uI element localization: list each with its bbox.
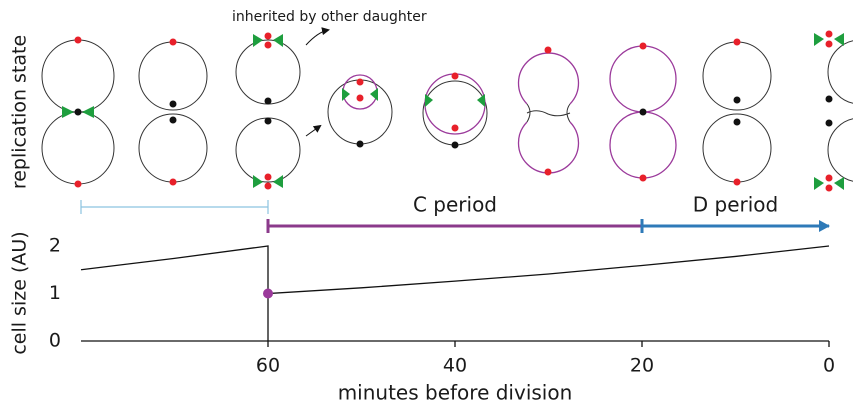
y-axis-label: cell size (AU) <box>9 231 31 354</box>
replication-diagrams <box>41 27 853 192</box>
annotation: inherited by other daughter <box>232 9 427 25</box>
y-tick-label: 1 <box>49 282 61 304</box>
division-point <box>263 288 273 299</box>
period-label: D period <box>693 193 778 217</box>
diagram-label: replication state <box>9 35 31 189</box>
x-tick-label: 60 <box>256 355 280 377</box>
y-tick-label: 0 <box>49 330 61 352</box>
y-tick-label: 2 <box>49 235 61 257</box>
size-curve <box>80 245 830 295</box>
period-label: C period <box>413 193 497 217</box>
x-tick-label: 40 <box>443 355 467 377</box>
x-axis-label: minutes before division <box>338 381 573 405</box>
period-arrow <box>819 220 830 232</box>
x-tick-label: 0 <box>823 355 835 377</box>
x-tick-label: 20 <box>630 355 654 377</box>
